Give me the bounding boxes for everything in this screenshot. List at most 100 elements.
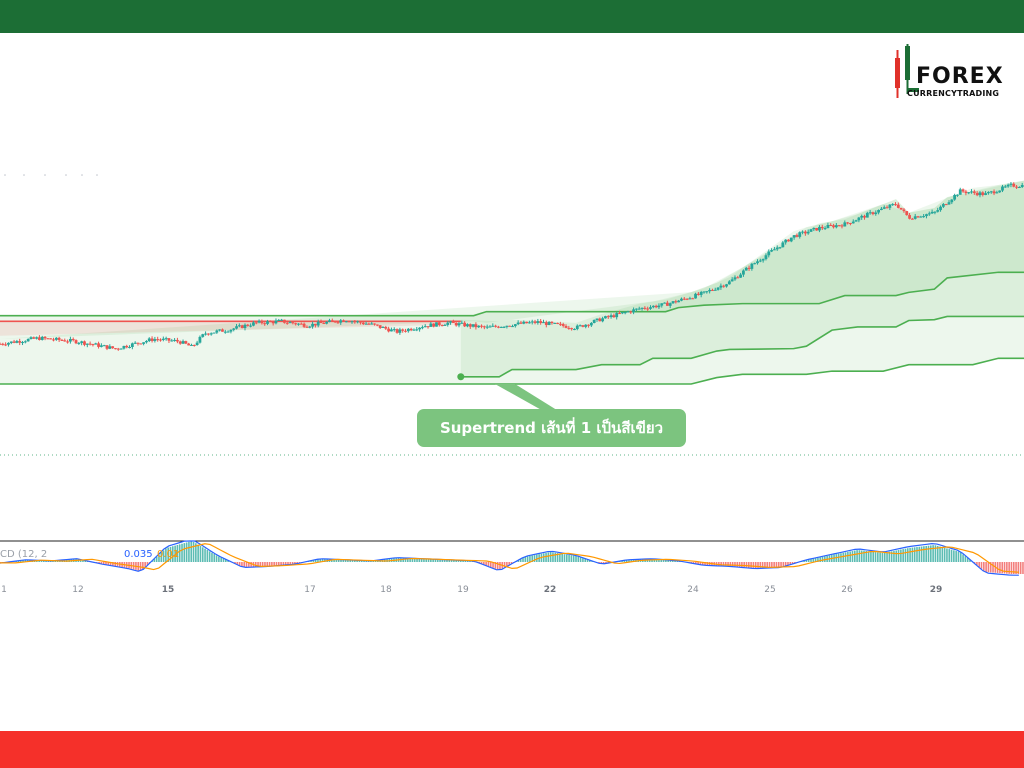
macd-histogram-bar [630,559,633,562]
candle-body [533,321,537,323]
candle-body [747,267,751,269]
macd-histogram-bar [499,562,501,570]
candle-body [7,342,10,345]
macd-histogram-bar [918,546,921,562]
supertrend-1-fill [460,180,1024,377]
candle-body [584,324,588,327]
macd-histogram-bar [950,549,953,562]
macd-histogram-bar [745,562,748,568]
price-chart [0,174,1024,576]
macd-histogram-bar [927,545,930,562]
macd-histogram-bar [761,562,764,568]
candle-body [716,287,720,290]
macd-histogram-bar [888,551,891,562]
macd-histogram-bar [980,562,983,569]
macd-histogram-bar [962,554,964,562]
macd-histogram-bar [294,562,296,564]
candle-body [466,324,469,327]
macd-histogram-bar [858,550,861,562]
macd-histogram-bar [925,545,928,562]
candle-body [753,263,757,265]
macd-histogram-bar [425,559,428,562]
candle-body [170,340,174,342]
candle-body [643,307,647,309]
macd-histogram-bar [552,552,554,562]
candle-body [353,321,357,323]
candle-body [880,208,883,210]
top-banner [0,0,1024,33]
candle-body [888,204,892,208]
macd-histogram-bar [865,551,868,562]
macd-histogram-bar [273,562,275,566]
macd-histogram-bar [432,559,434,562]
macd-histogram-bar [54,560,57,562]
candle-body [474,324,478,328]
macd-histogram-bar [404,558,407,562]
candle-body [288,322,292,324]
supertrend-1-line [460,315,1024,378]
macd-histogram-bar [782,562,785,567]
candle-body [933,211,937,213]
candle-body [910,218,914,220]
supertrend-2-fill [0,180,1024,339]
macd-histogram-bar [45,560,47,562]
macd-histogram-bar [736,562,739,567]
candle-body [795,235,799,237]
macd-histogram-bar [976,562,978,566]
candle-body [46,338,50,340]
candle-body [744,267,748,271]
macd-histogram-bar [851,551,854,562]
candle-body [406,328,410,332]
macd-histogram-bar [764,562,766,568]
candle-body [88,343,92,345]
candle-body [1020,185,1024,188]
candle-body [35,337,39,339]
candle-body [522,321,526,324]
macd-histogram-bar [582,558,584,562]
candle-body [114,348,117,350]
candle-body [218,329,222,331]
candle-body [176,339,179,342]
macd-histogram-bar [248,562,250,567]
macd-histogram-bar [312,560,315,562]
candle-body [1017,187,1021,189]
candle-body [237,325,241,327]
macd-histogram-bar [259,562,262,567]
candle-body [85,343,89,345]
candle-body [271,321,275,324]
macd-histogram-bar [271,562,273,566]
macd-histogram-bar [542,553,545,562]
macd-histogram-bar [47,560,50,562]
candle-body [865,212,869,218]
macd-histogram-bar [738,562,741,567]
candle-body [480,325,483,327]
candle-body [398,329,402,333]
candle-body [773,249,776,251]
macd-histogram-bar [554,552,557,562]
candle-body [961,189,965,192]
candle-body [418,327,421,330]
candle-body [384,326,388,329]
candle-body [860,215,864,218]
candle-body [505,325,509,327]
macd-histogram-bar [895,550,898,562]
candle-body [1015,186,1018,188]
candle-body [956,194,959,196]
candle-body [725,284,728,287]
candle-body [198,336,202,343]
candle-body [136,342,140,344]
candle-body [581,325,585,327]
candle-body [66,341,69,343]
macd-histogram-bar [192,541,195,562]
macd-histogram-bar [42,560,45,562]
macd-histogram-bar [469,560,471,562]
macd-histogram-bar [906,548,909,562]
macd-histogram-bar [533,555,536,562]
candle-body [254,322,258,324]
macd-histogram-bar [494,562,497,569]
macd-histogram-bar [941,547,944,562]
candle-body [970,191,973,193]
candle-body [939,206,942,211]
candle-body [998,190,1002,193]
macd-histogram-bar [178,544,181,562]
